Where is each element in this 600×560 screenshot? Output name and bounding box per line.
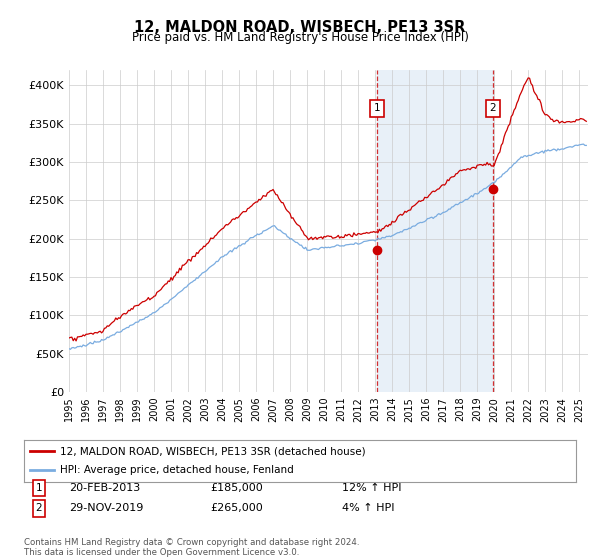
Text: Contains HM Land Registry data © Crown copyright and database right 2024.
This d: Contains HM Land Registry data © Crown c… xyxy=(24,538,359,557)
Text: 12% ↑ HPI: 12% ↑ HPI xyxy=(342,483,401,493)
Text: 4% ↑ HPI: 4% ↑ HPI xyxy=(342,503,395,514)
Text: 12, MALDON ROAD, WISBECH, PE13 3SR: 12, MALDON ROAD, WISBECH, PE13 3SR xyxy=(134,20,466,35)
Text: £185,000: £185,000 xyxy=(210,483,263,493)
Bar xyxy=(377,70,493,392)
Text: 29-NOV-2019: 29-NOV-2019 xyxy=(69,503,143,514)
Text: HPI: Average price, detached house, Fenland: HPI: Average price, detached house, Fenl… xyxy=(60,465,293,475)
Text: 20-FEB-2013: 20-FEB-2013 xyxy=(69,483,140,493)
Text: 2: 2 xyxy=(490,104,496,113)
Text: 2: 2 xyxy=(35,503,43,514)
Text: 1: 1 xyxy=(374,104,380,113)
Text: £265,000: £265,000 xyxy=(210,503,263,514)
Text: 1: 1 xyxy=(35,483,43,493)
Text: Price paid vs. HM Land Registry's House Price Index (HPI): Price paid vs. HM Land Registry's House … xyxy=(131,31,469,44)
Text: 12, MALDON ROAD, WISBECH, PE13 3SR (detached house): 12, MALDON ROAD, WISBECH, PE13 3SR (deta… xyxy=(60,446,365,456)
